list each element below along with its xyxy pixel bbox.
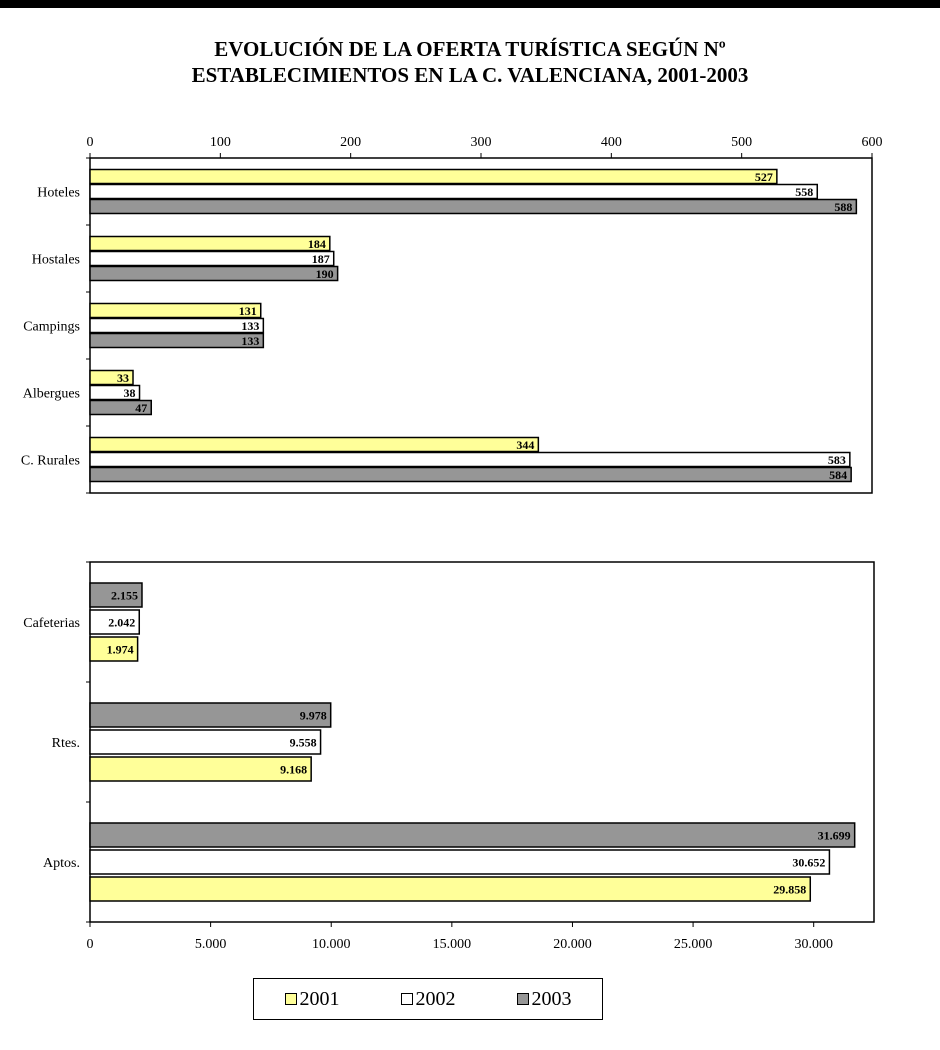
x-tick-label: 30.000 xyxy=(794,937,833,952)
x-tick-label: 25.000 xyxy=(674,937,713,952)
x-tick-label: 600 xyxy=(862,135,883,150)
bar-2003-hoteles xyxy=(89,198,858,215)
data-label-2003-hoteles: 588 xyxy=(834,200,852,214)
data-label-2002-albergues: 38 xyxy=(124,386,136,400)
data-label-2001-c-rurales: 344 xyxy=(516,438,534,452)
data-label-2003-rtes: 9.978 xyxy=(300,708,327,722)
top-border xyxy=(0,0,940,8)
x-tick-label: 400 xyxy=(601,135,622,150)
category-label-rtes: Rtes. xyxy=(52,736,80,751)
bar-2003-c-rurales xyxy=(89,466,852,483)
data-label-2003-hostales: 190 xyxy=(316,267,334,281)
bar-2001-cafeterias xyxy=(89,636,139,662)
category-label-albergues: Albergues xyxy=(23,387,80,402)
x-tick-label: 200 xyxy=(340,135,361,150)
x-tick-label: 300 xyxy=(471,135,492,150)
legend-label-2003: 2003 xyxy=(531,987,572,1010)
chart-title: EVOLUCIÓN DE LA OFERTA TURÍSTICA SEGÚN N… xyxy=(0,36,940,88)
bar-2003-cafeterias xyxy=(89,582,143,608)
bar-2003-hostales xyxy=(89,265,339,282)
category-label-hostales: Hostales xyxy=(32,253,80,268)
bar-2002-hostales xyxy=(89,250,335,267)
data-label-2001-aptos: 29.858 xyxy=(773,882,806,896)
data-label-2001-hoteles: 527 xyxy=(755,170,773,184)
category-label-aptos: Aptos. xyxy=(43,856,80,871)
bar-2002-cafeterias xyxy=(89,609,141,635)
x-tick-label: 500 xyxy=(731,135,752,150)
bar-2002-albergues xyxy=(89,384,141,401)
data-label-2003-aptos: 31.699 xyxy=(818,828,851,842)
bar-2002-campings xyxy=(89,317,265,334)
x-tick-label: 10.000 xyxy=(312,937,351,952)
title-line-2: ESTABLECIMIENTOS EN LA C. VALENCIANA, 20… xyxy=(191,63,749,87)
x-tick-label: 0 xyxy=(87,135,94,150)
data-label-2001-cafeterias: 1.974 xyxy=(107,642,134,656)
data-label-2002-hoteles: 558 xyxy=(795,185,813,199)
legend-item-2001: 2001 xyxy=(284,987,340,1011)
bar-2002-aptos xyxy=(89,849,831,875)
x-tick-label: 0 xyxy=(87,937,94,952)
bar-2001-rtes xyxy=(89,756,312,782)
bar-2001-c-rurales xyxy=(89,436,540,453)
bar-2001-aptos xyxy=(89,876,812,902)
data-label-2002-rtes: 9.558 xyxy=(290,735,317,749)
data-label-2002-cafeterias: 2.042 xyxy=(108,615,135,629)
bar-2003-albergues xyxy=(89,399,153,416)
data-label-2002-hostales: 187 xyxy=(312,252,330,266)
data-label-2002-campings: 133 xyxy=(241,319,259,333)
data-label-2003-cafeterias: 2.155 xyxy=(111,588,138,602)
legend-item-2002: 2002 xyxy=(400,987,456,1011)
chart-plazas: 0 5.000 10.000 15.000 20.000 25.000 30.000 Cafe… xyxy=(23,561,875,952)
x-tick-label: 100 xyxy=(210,135,231,150)
category-label-campings: Campings xyxy=(23,320,80,335)
legend-label-2001: 2001 xyxy=(299,987,340,1010)
legend-swatch-2001 xyxy=(284,993,297,1005)
legend-swatch-2003 xyxy=(516,993,529,1005)
legend-label-2002: 2002 xyxy=(415,987,456,1010)
bar-2002-c-rurales xyxy=(89,451,851,468)
data-label-2002-c-rurales: 583 xyxy=(828,453,846,467)
bar-2001-hoteles xyxy=(89,168,778,185)
x-tick-label: 5.000 xyxy=(195,937,227,952)
bar-2002-hoteles xyxy=(89,183,819,200)
bar-2003-rtes xyxy=(89,702,332,728)
bar-2001-albergues xyxy=(89,369,134,386)
chart-establecimientos: 0 100 200 300 400 500 600 Hoteles 527 558 588 Hosta… xyxy=(21,135,883,494)
category-label-cafeterias: Cafeterias xyxy=(23,616,80,631)
bar-2002-rtes xyxy=(89,729,322,755)
category-label-hoteles: Hoteles xyxy=(37,186,80,201)
legend: 2001 2002 2003 xyxy=(253,978,603,1020)
bar-2003-aptos xyxy=(89,822,856,848)
x-tick-label: 15.000 xyxy=(433,937,472,952)
data-label-2001-campings: 131 xyxy=(239,304,257,318)
data-label-2002-aptos: 30.652 xyxy=(792,855,825,869)
legend-swatch-2002 xyxy=(400,993,413,1005)
category-label-c-rurales: C. Rurales xyxy=(21,454,80,469)
data-label-2003-c-rurales: 584 xyxy=(829,468,847,482)
bar-2001-campings xyxy=(89,302,262,319)
data-label-2001-albergues: 33 xyxy=(117,371,129,385)
data-label-2001-hostales: 184 xyxy=(308,237,326,251)
data-label-2003-campings: 133 xyxy=(241,334,259,348)
bar-2003-campings xyxy=(89,332,265,349)
x-tick-label: 20.000 xyxy=(553,937,592,952)
title-line-1: EVOLUCIÓN DE LA OFERTA TURÍSTICA SEGÚN N… xyxy=(214,37,726,61)
data-label-2001-rtes: 9.168 xyxy=(280,762,307,776)
legend-item-2003: 2003 xyxy=(516,987,572,1011)
bar-2001-hostales xyxy=(89,235,331,252)
data-label-2003-albergues: 47 xyxy=(135,401,147,415)
